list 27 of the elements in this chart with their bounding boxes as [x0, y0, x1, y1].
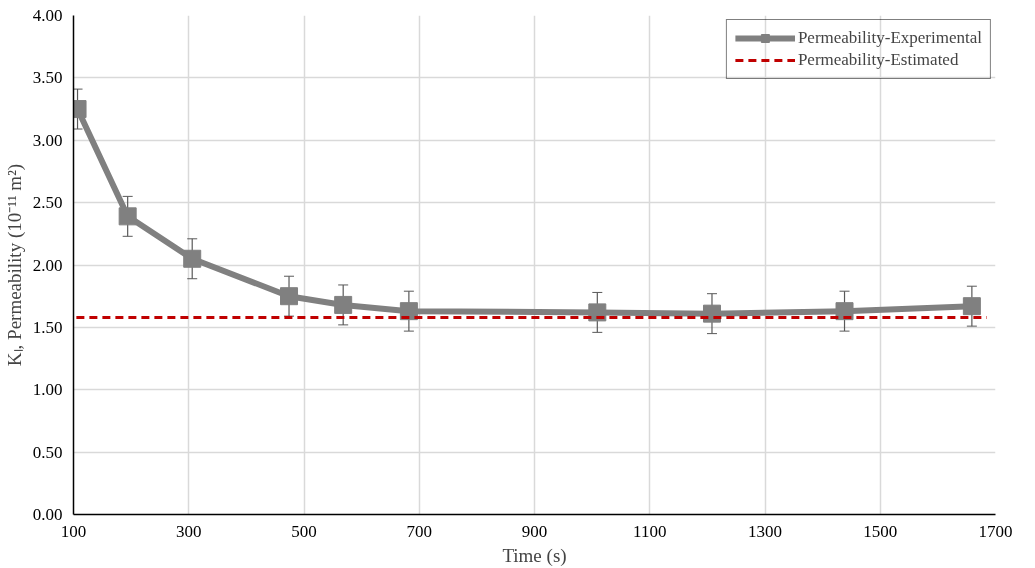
y-tick-label: 2.50: [32, 193, 63, 213]
x-tick-label: 500: [291, 521, 317, 541]
x-tick-label: 900: [521, 521, 548, 541]
y-tick-label: 4.00: [32, 6, 63, 25]
point: [962, 297, 981, 316]
x-tick-label: 1500: [863, 521, 898, 541]
y-tick-label: 0.00: [32, 505, 63, 524]
x-tick-label: 100: [60, 521, 87, 541]
x-tick-label: 1300: [748, 521, 782, 541]
x-axis-title: Time (s): [502, 544, 567, 567]
y-tick-label: 1.00: [32, 380, 63, 400]
x-tick-label: 700: [406, 521, 432, 541]
y-tick-label: 3.00: [32, 130, 63, 150]
legend-label: Permeability-Estimated: [797, 50, 959, 70]
point: [280, 287, 299, 306]
y-axis-title: Kₗ, Permeability (10⁻¹¹ m²): [3, 163, 26, 367]
point: [183, 249, 202, 268]
point: [334, 295, 353, 314]
point: [118, 207, 137, 226]
y-tick-label: 1.50: [32, 317, 63, 337]
x-tick-label: 1100: [633, 521, 667, 541]
x-tick-label: 1700: [978, 521, 1013, 541]
y-tick-label: 3.50: [32, 68, 63, 88]
y-tick-label: 0.50: [32, 442, 63, 462]
y-tick-label: 2.00: [32, 255, 63, 275]
x-tick-label: 300: [176, 521, 202, 541]
legend-label: Permeability-Experimental: [797, 28, 982, 48]
